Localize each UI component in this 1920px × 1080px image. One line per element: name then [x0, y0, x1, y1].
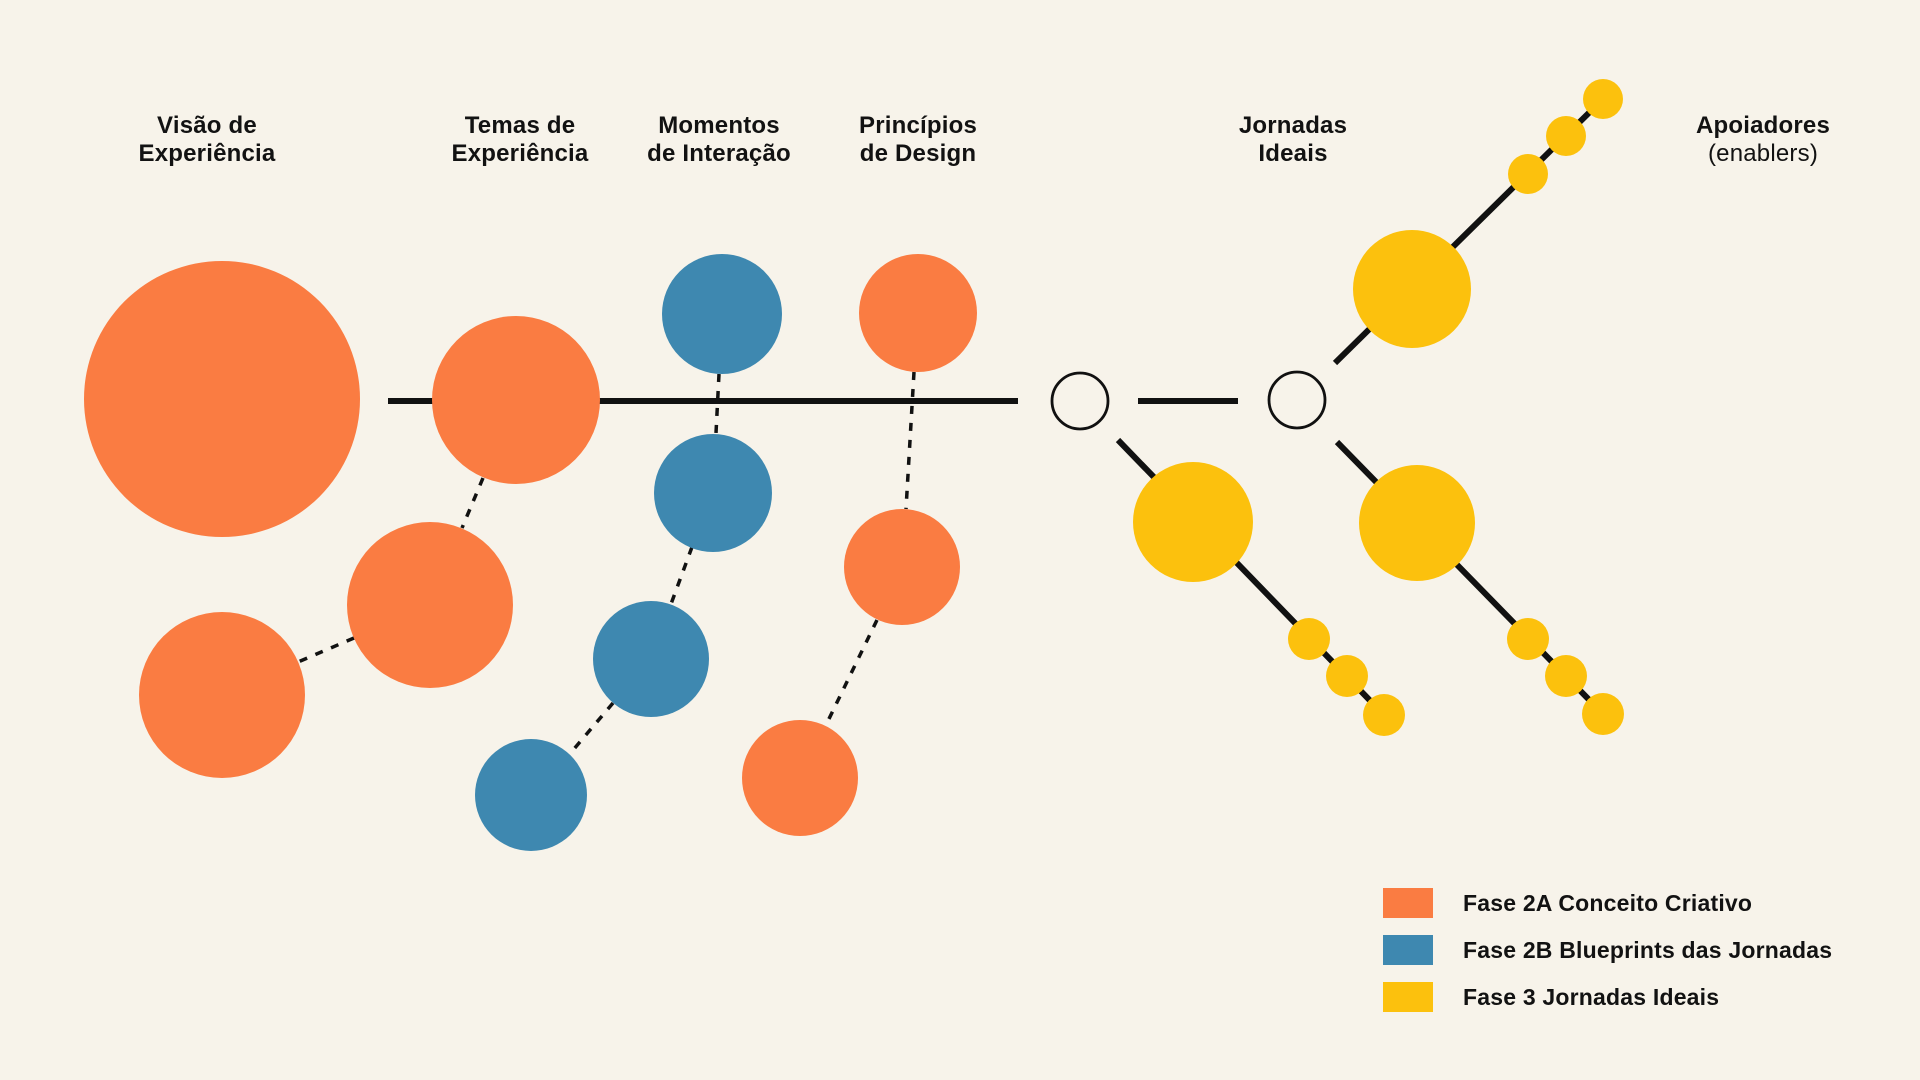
- column-header-principios-de-design: Princípios de Design: [859, 112, 977, 168]
- fase2a-circle-principios-1: [859, 254, 977, 372]
- column-header-line1: Princípios: [858, 112, 978, 139]
- column-header-line2: Experiência: [138, 140, 276, 167]
- legend-label: Fase 2A Conceito Criativo: [1463, 889, 1753, 916]
- dotted-link-principios-1-2: [904, 371, 916, 510]
- fase3-circle-right-small-2: [1545, 655, 1587, 697]
- fase3-circle-right-small-1: [1507, 618, 1549, 660]
- legend-label: Fase 3 Jornadas Ideais: [1463, 983, 1720, 1010]
- fase2a-circle-temas-1: [432, 316, 600, 484]
- fase2a-circle-principios-3: [742, 720, 858, 836]
- fase2b-circle-momentos-3: [593, 601, 709, 717]
- fase3-circle-right-main: [1359, 465, 1475, 581]
- column-header-temas-de-experiencia: Temas de Experiência: [452, 112, 589, 168]
- column-header-line2: Ideais: [1258, 140, 1328, 167]
- dotted-link-principios-2-3: [824, 619, 879, 726]
- column-header-apoiadores: Apoiadores (enablers): [1696, 112, 1830, 168]
- fase3-circle-left-small-1: [1288, 618, 1330, 660]
- junction-circle-2: [1267, 370, 1327, 430]
- fase3-circle-left-small-2: [1326, 655, 1368, 697]
- dotted-link-temas-2-3: [297, 636, 355, 664]
- fase3-circle-right-small-3: [1582, 693, 1624, 735]
- legend-swatch-fase-2b: [1383, 935, 1433, 965]
- legend-row-fase-2a: Fase 2A Conceito Criativo: [1383, 888, 1832, 918]
- column-header-line1: Jornadas: [1238, 112, 1348, 139]
- fase3-circle-left-main: [1133, 462, 1253, 582]
- column-header-line1: Apoiadores: [1695, 112, 1831, 139]
- fase2b-circle-momentos-2: [654, 434, 772, 552]
- column-header-jornadas-ideais: Jornadas Ideais: [1239, 112, 1347, 168]
- column-header-line2: Experiência: [451, 140, 589, 167]
- column-header-line2: de Design: [859, 140, 977, 167]
- legend-swatch-fase-3: [1383, 982, 1433, 1012]
- column-header-line1: Temas de: [464, 112, 576, 139]
- column-header-line2: de Interação: [647, 140, 791, 167]
- fase2a-circle-principios-2: [844, 509, 960, 625]
- fase3-circle-up-main: [1353, 230, 1471, 348]
- column-header-line1: Momentos: [658, 112, 780, 139]
- column-header-momentos-de-interacao: Momentos de Interação: [647, 112, 791, 168]
- fase3-circle-up-small-3: [1583, 79, 1623, 119]
- legend-row-fase-2b: Fase 2B Blueprints das Jornadas: [1383, 935, 1832, 965]
- junction-circle-1: [1050, 371, 1110, 431]
- legend-swatch-fase-2a: [1383, 888, 1433, 918]
- column-header-visao-de-experiencia: Visão de Experiência: [139, 112, 276, 168]
- fase3-circle-left-small-3: [1363, 694, 1405, 736]
- column-header-line2: (enablers): [1707, 140, 1819, 167]
- fase2b-circle-momentos-4: [475, 739, 587, 851]
- column-header-line1: Visão de: [157, 112, 257, 139]
- fase3-circle-up-small-2: [1546, 116, 1586, 156]
- legend-label: Fase 2B Blueprints das Jornadas: [1463, 936, 1833, 963]
- dotted-link-momentos-2-3: [669, 546, 694, 605]
- fase3-circle-up-small-1: [1508, 154, 1548, 194]
- dotted-link-momentos-3-4: [566, 701, 615, 758]
- fase2a-circle-temas-3: [139, 612, 305, 778]
- dotted-link-temas-1-2: [460, 477, 485, 529]
- legend-row-fase-3: Fase 3 Jornadas Ideais: [1383, 982, 1832, 1012]
- fase2a-circle-visao-main: [84, 261, 360, 537]
- legend: Fase 2A Conceito Criativo Fase 2B Bluepri…: [1383, 888, 1832, 1012]
- fase2a-circle-temas-2: [347, 522, 513, 688]
- fase2b-circle-momentos-1: [662, 254, 782, 374]
